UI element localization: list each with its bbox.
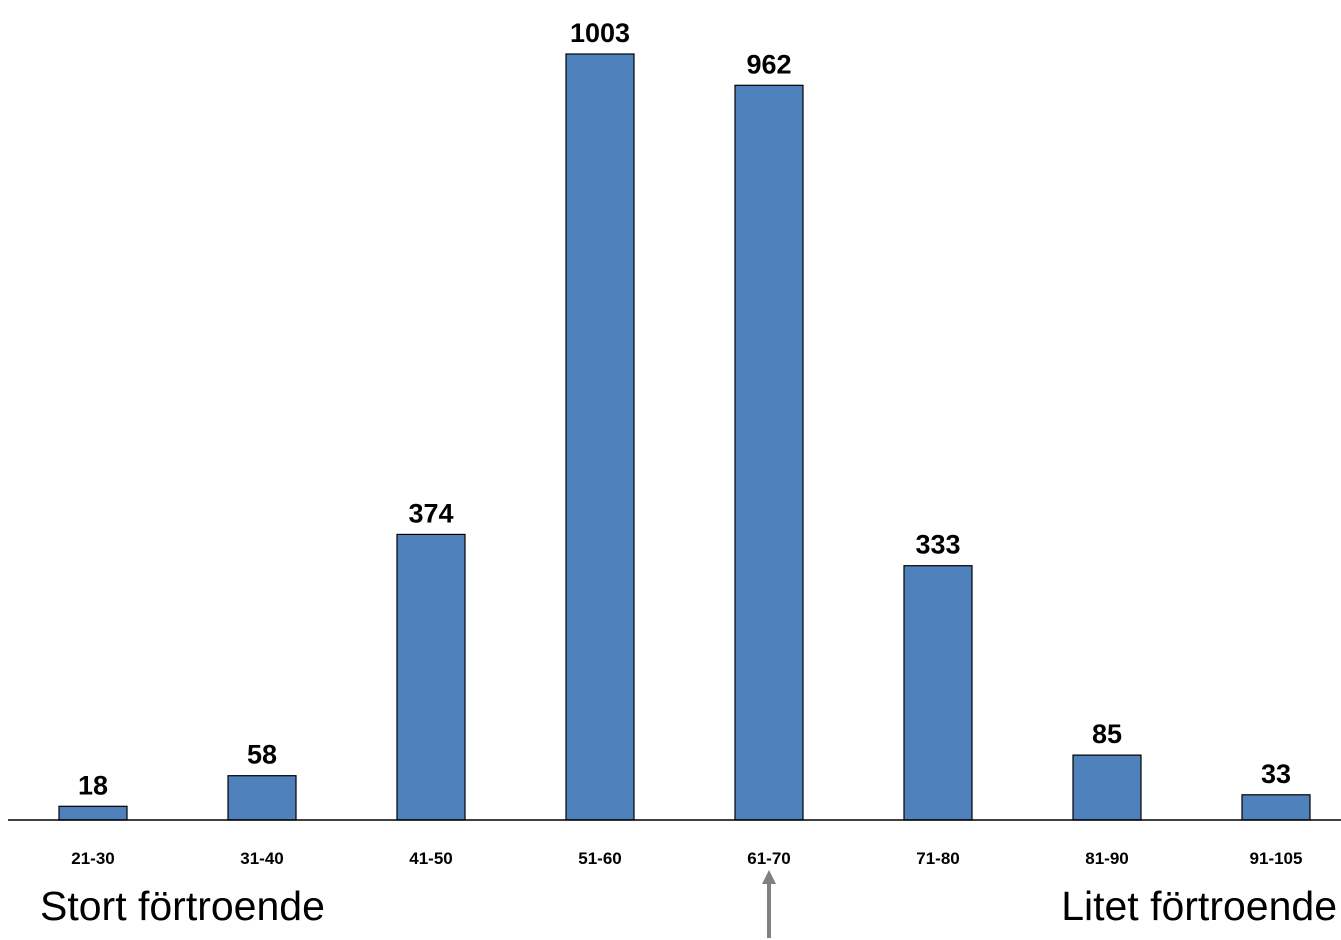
bar-81-90 bbox=[1072, 754, 1142, 821]
bars-layer bbox=[58, 53, 1311, 821]
x-tick-label-21-30: 21-30 bbox=[71, 849, 114, 868]
x-tick-label-61-70: 61-70 bbox=[747, 849, 790, 868]
bar-91-105 bbox=[1241, 794, 1311, 821]
bar-41-50 bbox=[396, 533, 466, 821]
data-label-31-40: 58 bbox=[247, 740, 277, 770]
x-tick-label-91-105: 91-105 bbox=[1250, 849, 1303, 868]
data-label-61-70: 962 bbox=[746, 49, 791, 79]
labels-layer: 18 21-30 58 31-40 374 41-50 1003 51-60 962 61-70 3… bbox=[71, 18, 1302, 868]
x-tick-label-81-90: 81-90 bbox=[1085, 849, 1128, 868]
annotation-arrow bbox=[762, 870, 776, 938]
x-tick-label-51-60: 51-60 bbox=[578, 849, 621, 868]
data-label-81-90: 85 bbox=[1092, 719, 1122, 749]
arrow-head bbox=[762, 870, 776, 884]
bar-51-60 bbox=[565, 53, 635, 821]
data-label-51-60: 1003 bbox=[570, 18, 630, 48]
bar-71-80 bbox=[903, 565, 973, 821]
data-label-21-30: 18 bbox=[78, 770, 108, 800]
x-tick-label-71-80: 71-80 bbox=[916, 849, 959, 868]
left-annotation-label: Stort förtroende bbox=[40, 883, 325, 929]
bar-61-70 bbox=[734, 84, 804, 821]
data-label-41-50: 374 bbox=[408, 498, 453, 528]
right-annotation-label: Litet förtroende bbox=[1061, 883, 1337, 929]
bar-31-40 bbox=[227, 775, 297, 821]
data-label-71-80: 333 bbox=[915, 530, 960, 560]
bar-21-30 bbox=[58, 805, 128, 821]
x-tick-label-41-50: 41-50 bbox=[409, 849, 452, 868]
data-label-91-105: 33 bbox=[1261, 759, 1291, 789]
x-tick-label-31-40: 31-40 bbox=[240, 849, 283, 868]
